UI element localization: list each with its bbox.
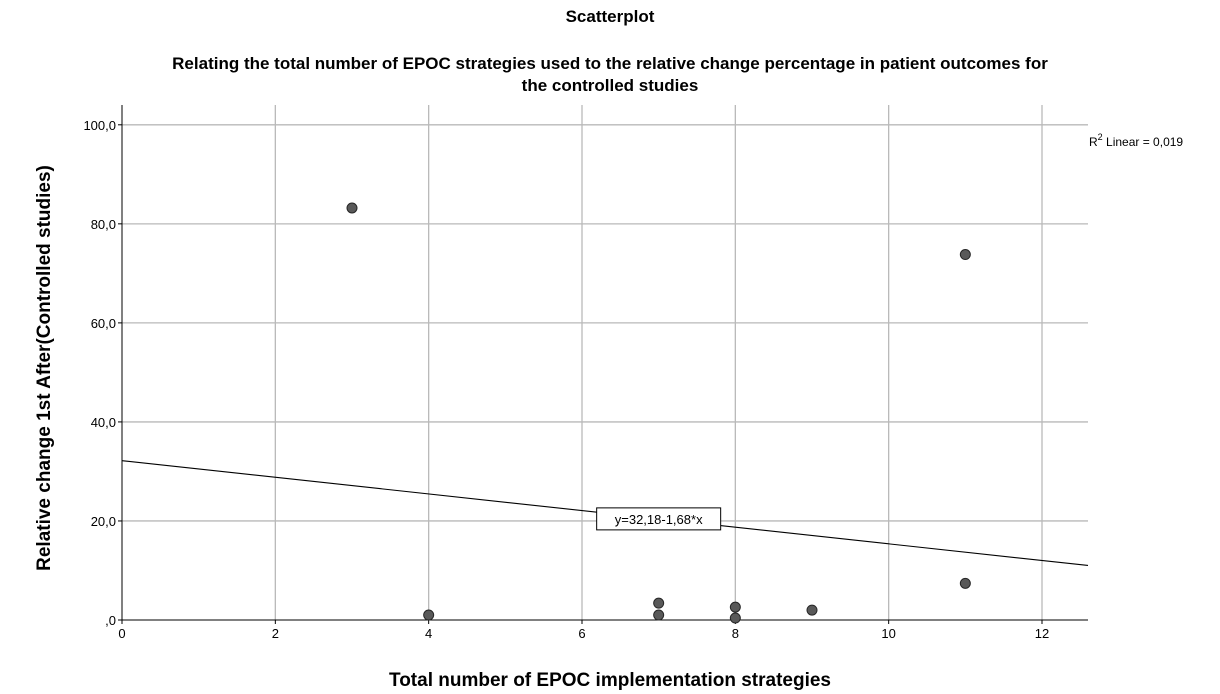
x-axis-title: Total number of EPOC implementation stra… — [389, 670, 831, 691]
data-point — [959, 577, 971, 589]
data-point — [346, 202, 358, 214]
x-tick-label: 6 — [578, 626, 585, 641]
chart-title: Scatterplot — [566, 7, 655, 26]
y-tick-label: ,0 — [105, 613, 116, 628]
y-tick-label: 20,0 — [91, 514, 116, 529]
y-tick-label: 80,0 — [91, 217, 116, 232]
axes — [121, 105, 1088, 621]
y-tick-label: 100,0 — [83, 118, 116, 133]
data-point — [729, 601, 741, 613]
y-axis-title: Relative change 1st After(Controlled stu… — [34, 165, 55, 571]
r2-linear-label: R2 Linear = 0,019 — [1089, 132, 1183, 149]
y-tick-label: 40,0 — [91, 415, 116, 430]
x-tick-label: 4 — [425, 626, 432, 641]
y-tick-labels: ,0 20,0 40,0 60,0 80,0 100,0 — [83, 118, 122, 628]
x-tick-label: 12 — [1035, 626, 1049, 641]
r2-value-text: Linear = 0,019 — [1103, 135, 1184, 149]
chart-subtitle-line-2: the controlled studies — [522, 76, 699, 95]
equation-label: y=32,18-1,68*x — [615, 512, 703, 527]
data-point — [423, 609, 435, 621]
x-tick-label: 8 — [732, 626, 739, 641]
fit-line-group: y=32,18-1,68*x — [121, 460, 1089, 567]
grid-lines — [122, 105, 1088, 620]
x-tick-label: 0 — [118, 626, 125, 641]
equation-label-box — [596, 507, 722, 531]
x-tick-label: 10 — [881, 626, 895, 641]
data-point — [806, 604, 818, 616]
y-tick-label: 60,0 — [91, 316, 116, 331]
x-tick-labels: 0 2 4 6 8 10 12 — [118, 620, 1049, 641]
r2-letter: R — [1089, 135, 1098, 149]
data-point — [959, 249, 971, 261]
data-point — [653, 609, 665, 621]
data-points — [346, 202, 971, 624]
chart-subtitle-line-1: Relating the total number of EPOC strate… — [172, 54, 1048, 73]
r2-superscript: 2 — [1098, 132, 1103, 142]
data-point — [653, 597, 665, 609]
data-point — [729, 612, 741, 624]
x-tick-label: 2 — [272, 626, 279, 641]
